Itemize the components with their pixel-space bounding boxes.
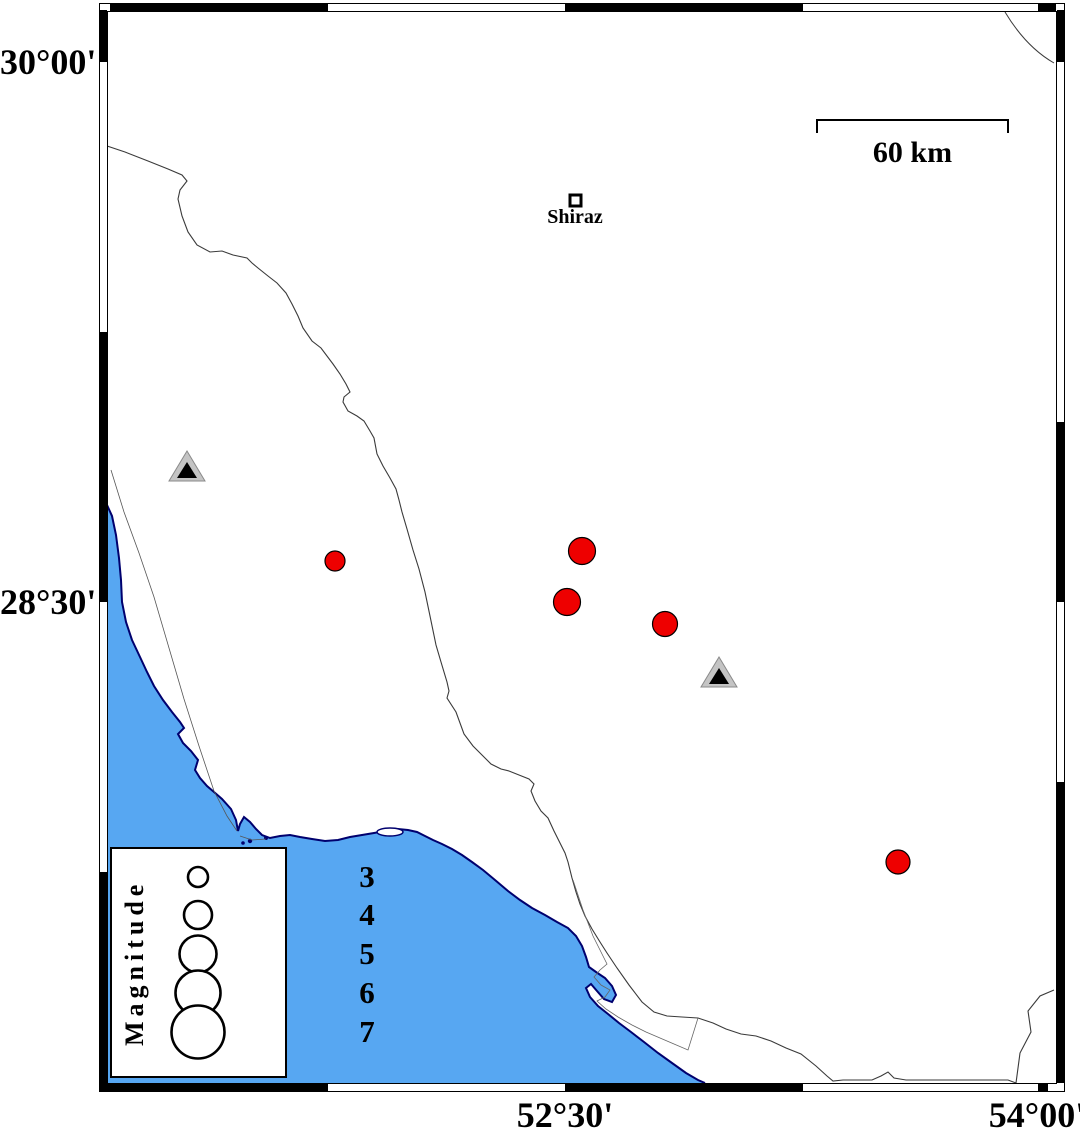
legend-mag-label: 3 xyxy=(359,859,375,894)
scale-bar-label: 60 km xyxy=(872,136,953,169)
lat-tick-label-30: 30°00' xyxy=(0,42,97,82)
island xyxy=(376,827,404,837)
earthquake-marker xyxy=(885,849,911,875)
earthquake-markers xyxy=(324,536,911,875)
boundary-line-secondary xyxy=(572,879,699,1051)
earthquake-marker xyxy=(552,587,582,617)
legend-circles-canvas xyxy=(170,865,226,1060)
scale-bar xyxy=(816,119,1009,133)
islet xyxy=(241,841,245,845)
legend-mag-label: 5 xyxy=(359,936,375,971)
magnitude-legend: Magnitude 3 4 5 6 7 xyxy=(110,847,375,1078)
boundary-arc-topright xyxy=(1004,12,1055,64)
legend-mag-label: 7 xyxy=(359,1014,375,1049)
station-markers xyxy=(168,450,738,688)
legend-circle xyxy=(178,934,218,974)
boundary-line-main xyxy=(108,145,1055,1083)
earthquake-marker xyxy=(651,610,679,638)
legend-mag-label: 4 xyxy=(359,897,375,932)
earthquake-marker xyxy=(567,536,597,566)
station-marker-inner xyxy=(709,668,729,684)
city-marker-square xyxy=(568,193,583,208)
legend-circles xyxy=(170,865,226,1060)
lon-tick-label-52-30: 52°30' xyxy=(516,1095,614,1135)
earthquake-marker xyxy=(324,550,346,572)
lat-tick-label-28-30: 28°30' xyxy=(0,582,97,622)
city-label: Shiraz xyxy=(547,206,603,228)
legend-circle xyxy=(182,899,214,931)
map-frame xyxy=(99,3,1065,1092)
fault-line-straight xyxy=(110,469,238,832)
legend-mag-label: 6 xyxy=(359,975,375,1010)
fault-line-islet-link xyxy=(239,835,267,841)
lon-tick-label-54: 54°00' xyxy=(988,1095,1080,1135)
legend-circle xyxy=(186,865,210,889)
legend-circle xyxy=(170,1004,226,1060)
station-marker-inner xyxy=(177,462,197,478)
